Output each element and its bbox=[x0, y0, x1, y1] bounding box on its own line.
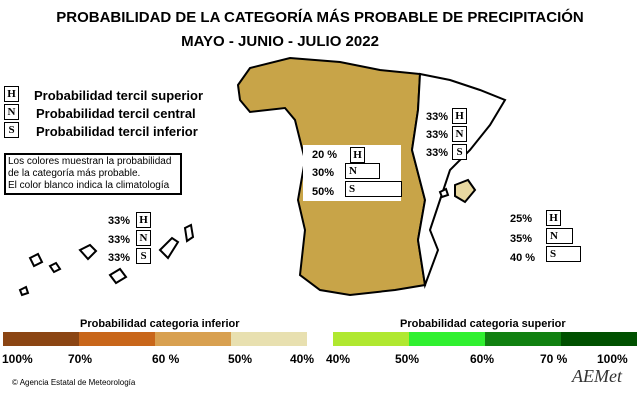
west-h-value: 20 % bbox=[312, 149, 338, 161]
east-s-box: S bbox=[452, 144, 467, 160]
east-s-value: 33% bbox=[426, 147, 449, 159]
region-east bbox=[410, 72, 507, 289]
canarias-h-box: H bbox=[136, 212, 151, 228]
canarias-s-value: 33% bbox=[108, 252, 131, 264]
scale-inferior-title: Probabilidad categoria inferior bbox=[80, 318, 240, 330]
west-s-value: 50% bbox=[312, 186, 335, 198]
scale-inferior-segment bbox=[79, 332, 155, 346]
baleares-s-value: 40 % bbox=[510, 252, 536, 264]
note-line: El color blanco indica la climatología bbox=[8, 180, 170, 191]
scale-superior-segment bbox=[561, 332, 637, 346]
baleares-h-value: 25% bbox=[510, 213, 533, 225]
west-s-box: S bbox=[345, 181, 402, 197]
legend-s-box: S bbox=[4, 122, 19, 138]
baleares-h-box: H bbox=[546, 210, 561, 226]
scale-tick: 50% bbox=[395, 352, 420, 366]
note-line: Los colores muestran la probabilidad bbox=[8, 156, 172, 167]
east-h-box: H bbox=[452, 108, 467, 124]
scale-tick: 70% bbox=[68, 352, 93, 366]
region-canarias bbox=[18, 223, 195, 297]
canarias-n-value: 33% bbox=[108, 234, 131, 246]
east-h-value: 33% bbox=[426, 111, 449, 123]
scale-inferior-segment bbox=[3, 332, 79, 346]
canarias-s-box: S bbox=[136, 248, 151, 264]
canarias-h-value: 33% bbox=[108, 215, 131, 227]
aemet-logo: AEMet bbox=[572, 366, 622, 386]
scale-superior-title: Probabilidad categoria superior bbox=[400, 318, 566, 330]
legend-n-box: N bbox=[4, 104, 19, 120]
note-line: de la categoría más probable. bbox=[8, 168, 141, 179]
scale-tick: 100% bbox=[597, 352, 628, 366]
legend-s-label: Probabilidad tercil inferior bbox=[36, 124, 198, 139]
map-subtitle: MAYO - JUNIO - JULIO 2022 bbox=[181, 33, 379, 50]
scale-tick: 60% bbox=[470, 352, 495, 366]
east-n-box: N bbox=[452, 126, 467, 142]
legend-n-label: Probabilidad tercil central bbox=[36, 106, 196, 121]
footer-text: Agencia Estatal de Meteorología bbox=[19, 378, 136, 387]
west-n-box: N bbox=[345, 163, 380, 179]
scale-tick: 60 % bbox=[152, 352, 180, 366]
canarias-n-box: N bbox=[136, 230, 151, 246]
baleares-n-box: N bbox=[546, 228, 573, 244]
baleares-s-box: S bbox=[546, 246, 581, 262]
scale-tick: 70 % bbox=[540, 352, 568, 366]
scale-superior-segment bbox=[485, 332, 561, 346]
scale-inferior-segment bbox=[231, 332, 307, 346]
region-baleares bbox=[454, 178, 477, 204]
scale-tick: 50% bbox=[228, 352, 253, 366]
scale-tick: 100% bbox=[2, 352, 33, 366]
color-note: Los colores muestran la probabilidad de … bbox=[4, 153, 182, 195]
map-title: PROBABILIDAD DE LA CATEGORÍA MÁS PROBABL… bbox=[56, 9, 584, 26]
scale-tick: 40% bbox=[290, 352, 315, 366]
scale-superior-segment bbox=[409, 332, 485, 346]
scale-superior-segment bbox=[333, 332, 409, 346]
west-n-value: 30% bbox=[312, 167, 335, 179]
west-h-box: H bbox=[350, 147, 365, 163]
baleares-n-value: 35% bbox=[510, 233, 533, 245]
scale-inferior-segment bbox=[155, 332, 231, 346]
legend-h-box: H bbox=[4, 86, 19, 102]
scale-tick: 40% bbox=[326, 352, 351, 366]
copyright-footer: © Agencia Estatal de Meteorología bbox=[12, 378, 136, 387]
legend-h-label: Probabilidad tercil superior bbox=[34, 88, 204, 103]
east-n-value: 33% bbox=[426, 129, 449, 141]
